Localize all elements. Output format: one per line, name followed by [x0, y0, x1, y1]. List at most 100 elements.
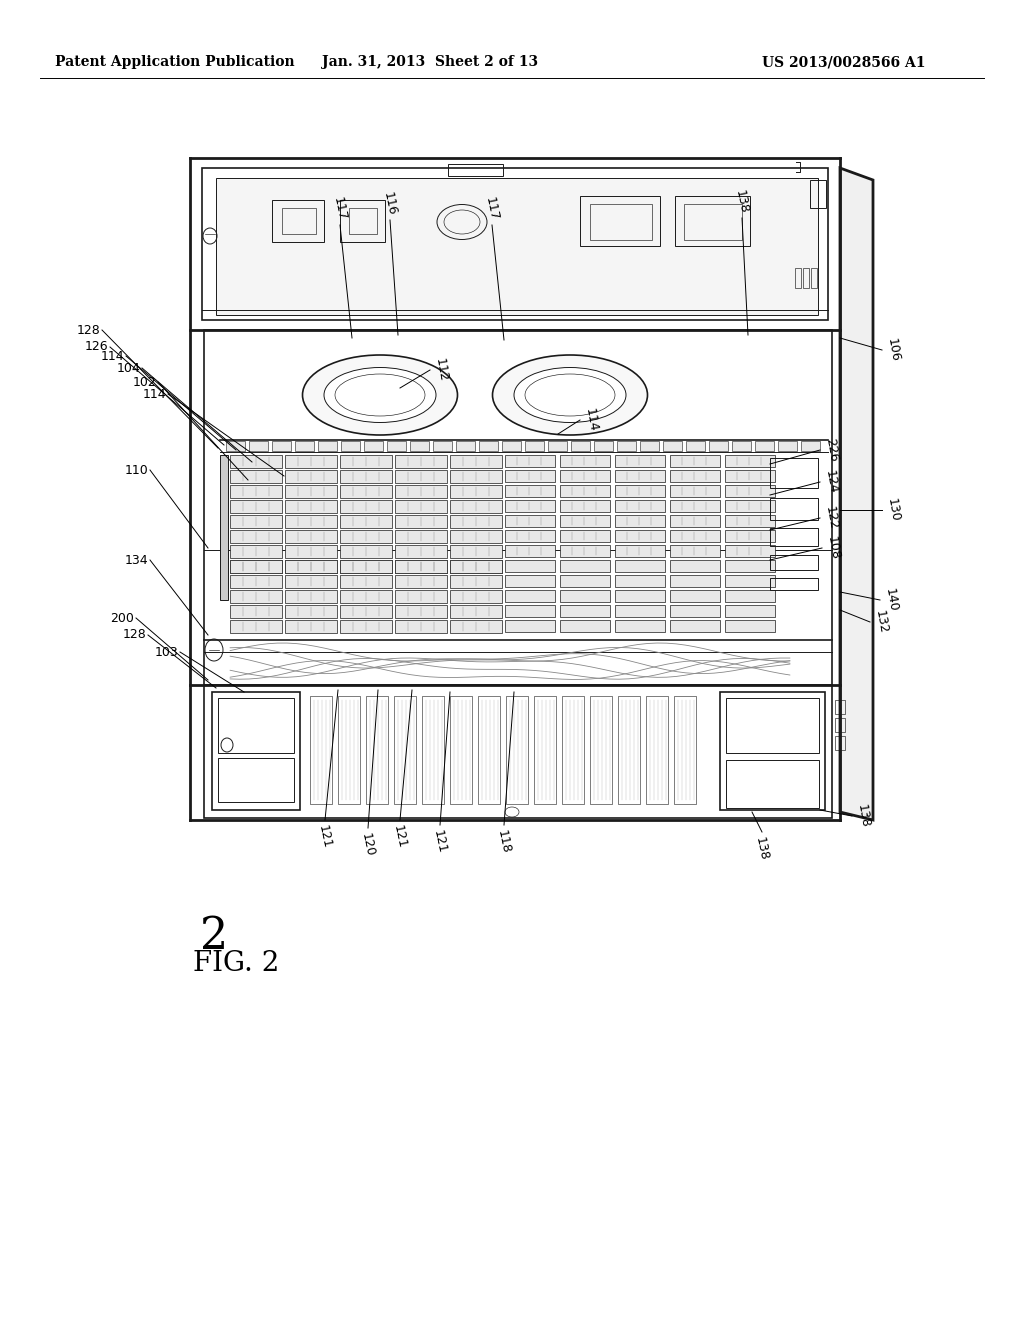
Bar	[450, 515, 502, 528]
Bar	[395, 620, 447, 634]
Bar	[410, 441, 429, 451]
Bar	[770, 458, 818, 488]
Bar	[726, 698, 819, 752]
Bar	[450, 560, 502, 573]
Bar	[725, 484, 775, 498]
Bar	[505, 455, 555, 467]
Bar	[340, 560, 392, 573]
Bar	[450, 531, 502, 543]
Bar	[725, 500, 775, 512]
Text: 2: 2	[200, 915, 228, 958]
Bar	[670, 484, 720, 498]
Bar	[230, 500, 282, 513]
Bar	[670, 545, 720, 557]
Text: 103: 103	[155, 645, 178, 659]
Bar	[364, 441, 383, 451]
Bar	[340, 470, 392, 483]
Bar	[450, 500, 502, 513]
Text: 132: 132	[873, 610, 890, 635]
Bar	[505, 470, 555, 482]
Bar	[285, 515, 337, 528]
Bar	[394, 696, 416, 804]
Bar	[395, 560, 447, 573]
Bar	[450, 696, 472, 804]
Text: 102: 102	[132, 375, 156, 388]
Bar	[686, 441, 705, 451]
Bar	[615, 531, 665, 543]
Bar	[456, 441, 475, 451]
Bar	[395, 605, 447, 618]
Bar	[590, 696, 612, 804]
Bar	[770, 498, 818, 520]
Bar	[505, 590, 555, 602]
Text: Jan. 31, 2013  Sheet 2 of 13: Jan. 31, 2013 Sheet 2 of 13	[322, 55, 538, 69]
Bar	[450, 484, 502, 498]
Text: 121: 121	[431, 829, 449, 855]
Bar	[725, 590, 775, 602]
Text: 114: 114	[142, 388, 166, 400]
Bar	[560, 620, 610, 632]
Ellipse shape	[493, 355, 647, 436]
Bar	[811, 268, 817, 288]
Bar	[285, 590, 337, 603]
Bar	[525, 441, 544, 451]
Bar	[433, 441, 452, 451]
Text: 114: 114	[100, 350, 124, 363]
Text: FIG. 2: FIG. 2	[193, 950, 280, 977]
Bar	[450, 560, 502, 573]
Text: 128: 128	[122, 628, 146, 642]
Bar	[670, 560, 720, 572]
Text: 134: 134	[124, 553, 148, 566]
Text: 114: 114	[583, 408, 600, 433]
Bar	[395, 545, 447, 558]
Bar	[835, 718, 845, 733]
Polygon shape	[840, 168, 873, 820]
Bar	[560, 500, 610, 512]
Bar	[285, 455, 337, 469]
Bar	[272, 201, 324, 242]
Bar	[770, 578, 818, 590]
Text: 226: 226	[823, 437, 840, 463]
Text: 116: 116	[381, 191, 398, 216]
Bar	[560, 576, 610, 587]
Bar	[615, 560, 665, 572]
Bar	[285, 560, 337, 573]
Bar	[594, 441, 613, 451]
Bar	[450, 545, 502, 558]
Bar	[675, 195, 750, 246]
Bar	[285, 620, 337, 634]
Bar	[395, 531, 447, 543]
Bar	[670, 515, 720, 527]
Bar	[801, 441, 820, 451]
Bar	[506, 696, 528, 804]
Bar	[571, 441, 590, 451]
Bar	[340, 484, 392, 498]
Bar	[212, 692, 300, 810]
Bar	[230, 470, 282, 483]
Bar	[770, 554, 818, 570]
Bar	[725, 560, 775, 572]
Bar	[534, 696, 556, 804]
Bar	[617, 441, 636, 451]
Bar	[341, 441, 360, 451]
Ellipse shape	[514, 367, 626, 422]
Bar	[560, 531, 610, 543]
Bar	[366, 696, 388, 804]
Text: 138: 138	[733, 189, 751, 215]
Bar	[285, 531, 337, 543]
Bar	[720, 692, 825, 810]
Bar	[230, 576, 282, 587]
Bar	[230, 531, 282, 543]
Text: 112: 112	[433, 358, 450, 383]
Bar	[615, 470, 665, 482]
Bar	[204, 330, 831, 685]
Bar	[795, 268, 801, 288]
Bar	[450, 590, 502, 603]
Text: 124: 124	[823, 469, 840, 495]
Bar	[395, 470, 447, 483]
Bar	[615, 515, 665, 527]
Bar	[560, 484, 610, 498]
Bar	[479, 441, 498, 451]
Text: 104: 104	[117, 362, 140, 375]
Bar	[725, 455, 775, 467]
